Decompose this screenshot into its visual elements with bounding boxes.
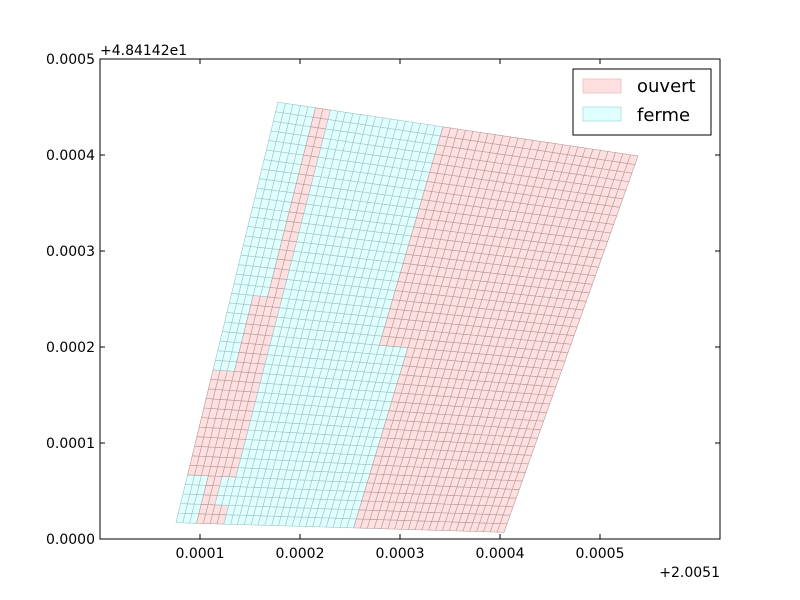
y-offset-label: +4.84142e1 [100,43,187,59]
y-tick-label: 0.0004 [46,148,95,164]
y-tick-label: 0.0005 [46,52,95,68]
y-tick-label: 0.0003 [46,244,95,260]
x-tick-label: 0.0002 [276,546,325,562]
legend-label-ferme: ferme [637,105,690,126]
plot-frame [99,58,721,540]
legend-swatch-ouvert [582,78,622,94]
y-tick-label: 0.0001 [46,436,95,452]
cell-ouvert [627,154,639,165]
x-tick-label: 0.0003 [376,546,425,562]
legend: ouvert ferme [572,68,712,136]
x-tick-label: 0.0001 [176,546,225,562]
grid-cells [175,101,639,533]
y-tick-label: 0.0002 [46,340,95,356]
x-tick-label: 0.0004 [476,546,525,562]
x-axis-ticks: 0.0001 0.0002 0.0003 0.0004 0.0005 [176,59,625,562]
y-axis-ticks: 0.0000 0.0001 0.0002 0.0003 0.0004 0.0005 [46,52,720,548]
y-tick-label: 0.0000 [46,532,95,548]
legend-label-ouvert: ouvert [637,76,696,97]
x-offset-label: +2.0051 [659,565,720,581]
legend-swatch-ferme [582,106,622,122]
x-tick-label: 0.0005 [576,546,625,562]
